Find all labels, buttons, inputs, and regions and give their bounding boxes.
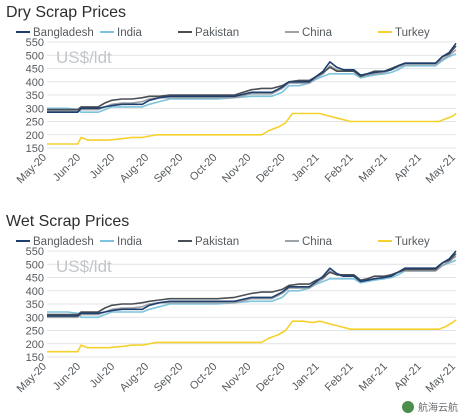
chart1-xtick-6: Nov-20 <box>220 361 254 395</box>
chart1-unit-label: US$/ldt <box>56 257 112 276</box>
chart0-unit-label: US$/ldt <box>56 48 112 67</box>
chart1-ytick-8: 550 <box>26 246 44 258</box>
dry-scrap-chart: Dry Scrap Prices Bangladesh India Pakistan C… <box>6 4 458 186</box>
chart1-xtick-4: Sep-20 <box>152 361 186 395</box>
chart1-legend-label-2: Pakistan <box>195 236 239 248</box>
chart0-xtick-3: Aug-20 <box>118 152 152 186</box>
chart1-xtick-0: May-20 <box>15 361 49 395</box>
wechat-icon <box>402 400 414 413</box>
chart1-xtick-7: Dec-20 <box>254 361 288 395</box>
chart1-xtick-11: Apr-21 <box>392 361 424 393</box>
chart0-xtick-9: Feb-21 <box>323 152 356 185</box>
chart0-xtick-12: May-21 <box>424 152 458 186</box>
chart1-ytick-5: 400 <box>26 286 44 298</box>
chart1-xtick-10: Mar-21 <box>357 361 390 394</box>
chart0-ytick-6: 450 <box>26 64 44 76</box>
chart0-title: Dry Scrap Prices <box>6 4 126 21</box>
chart0-ytick-8: 550 <box>26 37 44 49</box>
chart0-legend-label-0: Bangladesh <box>33 27 94 39</box>
chart1-xtick-8: Jan-21 <box>290 361 322 393</box>
chart1-legend-label-4: Turkey <box>395 236 430 248</box>
chart0-ytick-5: 400 <box>26 77 44 89</box>
chart1-series-india <box>47 259 457 319</box>
chart0-xtick-1: Jun-20 <box>51 152 83 184</box>
chart1-xtick-9: Feb-21 <box>323 361 356 394</box>
chart0-xtick-10: Mar-21 <box>357 152 390 185</box>
chart0-xtick-6: Nov-20 <box>220 152 254 186</box>
chart1-series-turkey <box>47 319 457 353</box>
wet-scrap-chart: Wet Scrap Prices Bangladesh India Pakistan C… <box>6 213 458 395</box>
chart1-ytick-7: 500 <box>26 259 44 271</box>
chart0-xtick-2: Jul-20 <box>88 152 118 182</box>
chart0-legend-label-1: India <box>117 27 143 39</box>
chart1-ytick-6: 450 <box>26 273 44 285</box>
chart0-legend-label-2: Pakistan <box>195 27 239 39</box>
chart0-ytick-2: 250 <box>26 117 44 129</box>
chart0-xtick-11: Apr-21 <box>392 152 424 184</box>
chart0-legend-label-4: Turkey <box>395 27 430 39</box>
chart1-xtick-1: Jun-20 <box>51 361 83 393</box>
chart1-xtick-3: Aug-20 <box>118 361 152 395</box>
chart0-ytick-7: 500 <box>26 50 44 62</box>
chart1-title: Wet Scrap Prices <box>6 213 129 230</box>
chart0-xtick-4: Sep-20 <box>152 152 186 186</box>
chart1-ytick-0: 150 <box>26 352 44 364</box>
chart1-ytick-4: 350 <box>26 299 44 311</box>
chart0-series-turkey <box>47 112 457 145</box>
chart1-ytick-2: 250 <box>26 326 44 338</box>
chart1-legend-label-1: India <box>117 236 143 248</box>
chart1-legend-label-3: China <box>302 236 333 248</box>
chart0-ytick-3: 300 <box>26 103 44 115</box>
chart1-xtick-2: Jul-20 <box>88 361 118 391</box>
chart0-xtick-5: Oct-20 <box>188 152 220 184</box>
chart1-ytick-3: 300 <box>26 312 44 324</box>
chart0-xtick-8: Jan-21 <box>290 152 322 184</box>
chart1-ytick-1: 200 <box>26 339 44 351</box>
chart1-xtick-12: May-21 <box>424 361 458 395</box>
chart1-legend-label-0: Bangladesh <box>33 236 94 248</box>
chart1-series-bangladesh <box>47 250 457 317</box>
chart0-ytick-4: 350 <box>26 90 44 102</box>
chart0-ytick-0: 150 <box>26 143 44 155</box>
chart0-ytick-1: 200 <box>26 130 44 142</box>
watermark-text: 航海云航 <box>418 403 458 414</box>
chart0-series-india <box>47 53 457 113</box>
chart0-series-bangladesh <box>47 42 457 113</box>
chart0-xtick-0: May-20 <box>15 152 49 186</box>
chart0-legend-label-3: China <box>302 27 333 39</box>
chart1-xtick-5: Oct-20 <box>188 361 220 393</box>
chart0-xtick-7: Dec-20 <box>254 152 288 186</box>
watermark: 航海云航 <box>402 399 458 414</box>
